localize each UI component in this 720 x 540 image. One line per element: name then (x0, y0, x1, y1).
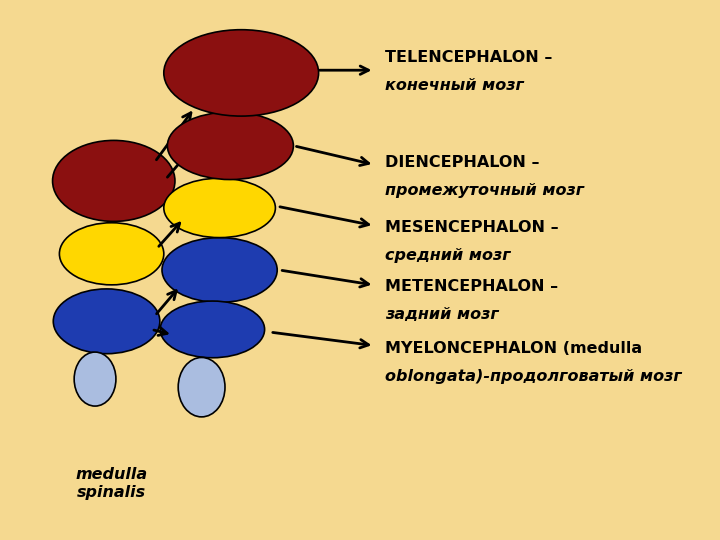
Ellipse shape (59, 222, 163, 285)
Text: конечный мозг: конечный мозг (385, 78, 524, 93)
Text: DIENCEPHALON –: DIENCEPHALON – (385, 155, 540, 170)
Text: METENCEPHALON –: METENCEPHALON – (385, 279, 558, 294)
Text: задний мозг: задний мозг (385, 307, 499, 322)
Ellipse shape (160, 301, 265, 357)
Ellipse shape (164, 178, 275, 238)
Ellipse shape (179, 357, 225, 417)
Text: medulla
spinalis: medulla spinalis (76, 467, 148, 500)
Text: средний мозг: средний мозг (385, 248, 510, 263)
Text: MYELONCEPHALON (medulla: MYELONCEPHALON (medulla (385, 341, 642, 356)
Ellipse shape (53, 140, 175, 221)
Text: MESENCEPHALON –: MESENCEPHALON – (385, 220, 559, 235)
Ellipse shape (74, 352, 116, 406)
Ellipse shape (53, 289, 160, 354)
Text: TELENCEPHALON –: TELENCEPHALON – (385, 50, 552, 65)
Ellipse shape (164, 30, 319, 116)
Text: промежуточный мозг: промежуточный мозг (385, 183, 585, 198)
Ellipse shape (162, 238, 277, 302)
Text: oblongata)-продолговатый мозг: oblongata)-продолговатый мозг (385, 369, 682, 384)
Ellipse shape (167, 112, 294, 179)
